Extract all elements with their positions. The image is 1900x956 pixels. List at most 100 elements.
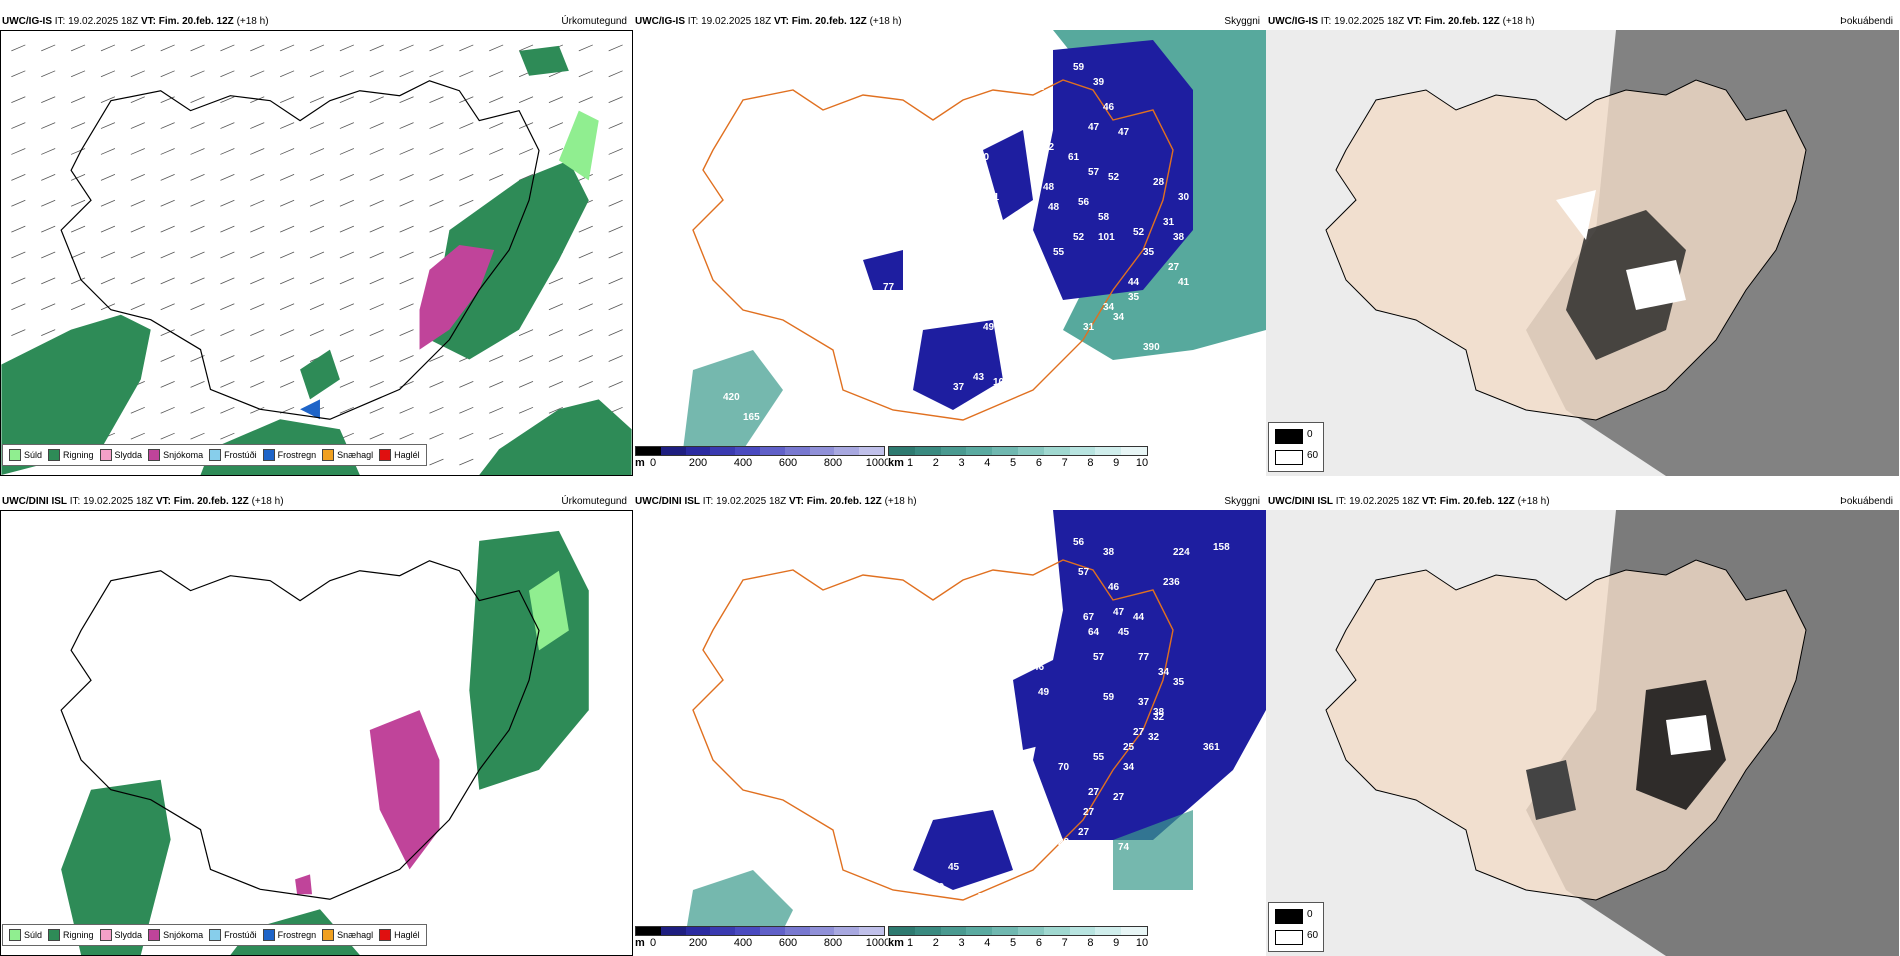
visibility-panel-row2: UWC/DINI ISL IT: 19.02.2025 18Z VT: Fim.…: [633, 494, 1266, 956]
visibility-value-label: 52: [1133, 227, 1145, 238]
visibility-value-label: 50: [1033, 342, 1045, 353]
legend-label: Haglél: [394, 450, 420, 460]
legend-swatch: [148, 449, 161, 461]
visibility-value-label: 28: [1153, 177, 1165, 188]
ceiling-colorbar: km 1 2 3 4 5 6 7 8 9 10: [888, 926, 1148, 952]
visibility-value-label: 59: [1073, 62, 1085, 73]
visibility-value-label: 45: [1118, 627, 1130, 638]
colorbar-tick: 7: [1061, 457, 1068, 469]
colorbar-tick: 4: [984, 937, 991, 949]
colorbar-tick: 1: [906, 457, 914, 469]
visibility-ticks: 0 200 400 600 800 1000: [635, 937, 890, 951]
legend-swatch: [322, 929, 335, 941]
visibility-value-label: 41: [1178, 277, 1190, 288]
panel-type-label: Úrkomutegund: [561, 16, 627, 27]
visibility-value-label: 39: [1093, 77, 1105, 88]
ceiling-colorbar-strip: [888, 446, 1148, 456]
colorbar-tick: 5: [1010, 937, 1017, 949]
legend-swatch: [48, 449, 61, 461]
visibility-value-label: 61: [1033, 82, 1045, 93]
legend-swatch: [262, 929, 275, 941]
legend-label: Súld: [24, 450, 43, 460]
visibility-value-label: 47: [1088, 122, 1100, 133]
visibility-value-label: 101: [993, 377, 1010, 388]
visibility-colorbar: m 0 200 400 600 800 1000: [635, 446, 890, 472]
legend-label: Slydda: [114, 450, 143, 460]
visibility-value-label: 61: [1068, 152, 1080, 163]
visibility-colorbar-strip: [635, 446, 885, 456]
colorbar-tick: 800: [823, 937, 843, 949]
visibility-value-label: 32: [1153, 712, 1165, 723]
precip-map[interactable]: [0, 30, 633, 476]
visibility-value-label: 46: [1033, 662, 1045, 673]
visibility-value-label: 45: [948, 862, 960, 873]
visibility-value-label: 59: [1103, 692, 1115, 703]
visibility-value-label: 27: [1113, 792, 1125, 803]
legend-item: Snjókoma: [148, 449, 203, 461]
clouds-map[interactable]: [1266, 30, 1899, 476]
colorbar-tick: 200: [688, 457, 708, 469]
legend-item: Haglél: [379, 449, 420, 461]
visibility-value-label: 90: [978, 152, 990, 163]
visibility-value-label: 12: [1043, 142, 1055, 153]
visibility-value-label: 55: [1093, 752, 1105, 763]
visibility-value-label: 38: [1103, 547, 1115, 558]
visibility-value-label: 390: [1143, 342, 1160, 353]
visibility-value-label: 35: [1173, 677, 1185, 688]
visibility-value-label: 50: [1028, 652, 1040, 663]
legend-swatch: [48, 929, 61, 941]
legend-item: Frostúði: [209, 929, 257, 941]
panel-type-label: Úrkomutegund: [561, 496, 627, 507]
visibility-value-label: 77: [883, 282, 895, 293]
visibility-value-label: 224: [1173, 547, 1190, 558]
legend-label: Snæhagl: [337, 930, 374, 940]
colorbar-tick: 6: [1035, 937, 1042, 949]
visibility-value-label: 58: [1023, 332, 1035, 343]
colorbar-tick: 0: [649, 457, 657, 469]
visibility-value-label: 75: [978, 892, 990, 903]
colorbar-tick: 400: [733, 457, 753, 469]
precip-legend: Súld Rigning Slydda Snjókoma Frostúði Frostre…: [2, 444, 427, 466]
visibility-value-label: 32: [1148, 732, 1160, 743]
legend-item: Haglél: [379, 929, 420, 941]
colorbar-tick: 4: [984, 457, 991, 469]
cloud-key: 0 60: [1268, 422, 1324, 472]
clouds-panel-row1: UWC/IG-IS IT: 19.02.2025 18Z VT: Fim. 20…: [1266, 14, 1899, 476]
colorbar-tick: 1: [906, 937, 914, 949]
visibility-colorbar-strip: [635, 926, 885, 936]
visibility-value-label: 44: [1133, 612, 1145, 623]
legend-item: Slydda: [99, 449, 143, 461]
visibility-panel-row1: UWC/IG-IS IT: 19.02.2025 18Z VT: Fim. 20…: [633, 14, 1266, 476]
visibility-value-label: 64: [963, 912, 975, 923]
legend-item: Snæhagl: [322, 449, 373, 461]
visibility-value-label: 30: [1178, 192, 1190, 203]
colorbar-tick: 600: [778, 457, 798, 469]
legend-swatch: [209, 929, 222, 941]
visibility-value-label: 120: [1038, 532, 1055, 543]
visibility-value-label: 34: [1123, 762, 1135, 773]
visibility-value-label: 57: [1093, 652, 1105, 663]
ceiling-unit: km: [888, 937, 904, 949]
visibility-value-label: 64: [1088, 627, 1100, 638]
legend-item: Rigning: [48, 929, 94, 941]
visibility-value-label: 44: [1128, 277, 1140, 288]
ceiling-unit: km: [888, 457, 904, 469]
visibility-value-label: 31: [1083, 322, 1095, 333]
visibility-colorbar: m 0 200 400 600 800 1000: [635, 926, 890, 952]
visibility-value-label: 158: [1213, 542, 1230, 553]
precip-legend: Súld Rigning Slydda Snjókoma Frostúði Frostre…: [2, 924, 427, 946]
legend-item: Snæhagl: [322, 929, 373, 941]
panel-type-label: Þokuábendi: [1840, 16, 1893, 27]
visibility-value-label: 25: [938, 912, 950, 923]
visibility-value-label: 27: [1083, 807, 1095, 818]
visibility-value-label: 46: [1108, 582, 1120, 593]
legend-label: Súld: [24, 930, 43, 940]
clouds-map[interactable]: [1266, 510, 1899, 956]
colorbar-tick: 1000: [865, 457, 891, 469]
precip-map[interactable]: [0, 510, 633, 956]
visibility-unit: m: [635, 457, 645, 469]
visibility-value-label: 26: [963, 402, 975, 413]
legend-item: Frostúði: [209, 449, 257, 461]
